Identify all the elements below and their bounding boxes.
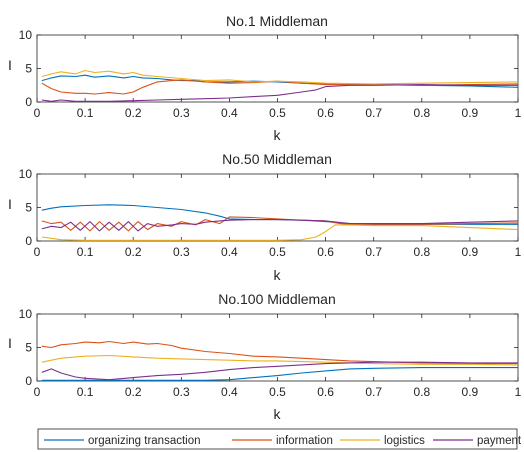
series-line-logistics — [41, 69, 519, 85]
x-tick-label: 1 — [515, 106, 522, 120]
x-tick-label: 0.4 — [221, 106, 238, 120]
legend-label-information: information — [276, 435, 333, 447]
series-line-organizing-transaction — [41, 367, 518, 381]
series-line-information — [41, 216, 519, 232]
panel-3-xlabel: k — [274, 406, 282, 422]
y-tick-label: 10 — [19, 307, 33, 321]
panel-no50-middleman: No.50 Middleman I 0 0.1 0.2 0.3 0.4 0.5 0.6 0.7… — [8, 151, 522, 283]
x-tick-label: 0 — [34, 385, 41, 399]
x-tick-label: 0.6 — [317, 245, 334, 259]
x-tick-label: 0.9 — [462, 106, 479, 120]
y-tick-label: 0 — [25, 234, 32, 248]
legend-label-organizing-transaction: organizing transaction — [88, 435, 201, 447]
y-tick-label: 5 — [25, 341, 32, 355]
x-tick-label: 1 — [515, 385, 522, 399]
x-tick-label: 1 — [515, 245, 522, 259]
x-tick-label: 0.7 — [365, 106, 382, 120]
panel-1-xlabel: k — [274, 127, 282, 143]
panel-no100-middleman: No.100 Middleman I 0 0.1 0.2 0.3 0.4 0.5 0.6 0.… — [8, 291, 522, 422]
x-tick-label: 0 — [34, 245, 41, 259]
y-tick-label: 0 — [25, 374, 32, 388]
panel-1-series-group — [41, 69, 519, 102]
x-tick-label: 0.8 — [413, 385, 430, 399]
y-tick-label: 5 — [25, 201, 32, 215]
legend-label-logistics: logistics — [384, 435, 425, 447]
legend-label-payment: payment — [477, 435, 522, 447]
legend-box — [37, 428, 518, 450]
panel-1-ylabel: I — [8, 57, 12, 73]
series-line-payment — [41, 361, 518, 381]
x-tick-label: 0.1 — [77, 245, 94, 259]
x-tick-label: 0.9 — [462, 245, 479, 259]
series-line-information — [41, 340, 518, 365]
panel-1-title: No.1 Middleman — [226, 13, 328, 29]
series-line-payment — [41, 219, 519, 232]
panel-2-xlabel: k — [274, 267, 282, 283]
panel-3-ylabel: I — [8, 335, 12, 351]
y-tick-label: 10 — [19, 167, 33, 181]
x-tick-label: 0.2 — [125, 106, 142, 120]
panel-2-axes-box — [36, 173, 519, 242]
panel-2-title: No.50 Middleman — [222, 151, 332, 167]
x-tick-label: 0.1 — [77, 385, 94, 399]
x-tick-label: 0.8 — [413, 106, 430, 120]
x-tick-label: 0.7 — [365, 245, 382, 259]
series-line-logistics — [41, 354, 519, 366]
x-tick-label: 0.7 — [365, 385, 382, 399]
x-tick-label: 0.2 — [125, 385, 142, 399]
x-tick-label: 0.3 — [173, 106, 190, 120]
x-tick-label: 0.3 — [173, 385, 190, 399]
x-tick-label: 0.6 — [317, 385, 334, 399]
x-tick-label: 0 — [34, 106, 41, 120]
legend: organizing transaction information logis… — [37, 428, 522, 450]
panel-3-axes-box — [36, 313, 519, 382]
x-tick-label: 0.4 — [221, 385, 238, 399]
y-tick-label: 0 — [25, 95, 32, 109]
x-tick-label: 0.4 — [221, 245, 238, 259]
x-tick-label: 0.3 — [173, 245, 190, 259]
panel-2-series-group — [41, 204, 519, 241]
series-line-information — [41, 79, 519, 95]
x-tick-label: 0.5 — [269, 106, 286, 120]
x-tick-label: 0.1 — [77, 106, 94, 120]
series-line-organizing-transaction — [41, 204, 518, 225]
y-tick-label: 5 — [25, 62, 32, 76]
x-tick-label: 0.6 — [317, 106, 334, 120]
series-line-logistics — [41, 224, 519, 241]
panel-1-axes-box — [36, 34, 519, 103]
panel-3-series-group — [41, 340, 519, 381]
x-tick-label: 0.8 — [413, 245, 430, 259]
panel-no1-middleman: No.1 Middleman I 0 0.1 0.2 0.3 0.4 0.5 0.6 0.7 0… — [8, 13, 522, 143]
panel-2-ylabel: I — [8, 196, 12, 212]
y-tick-label: 10 — [19, 28, 33, 42]
panel-3-title: No.100 Middleman — [218, 291, 336, 307]
series-line-payment — [41, 84, 518, 102]
x-tick-label: 0.9 — [462, 385, 479, 399]
x-tick-label: 0.2 — [125, 245, 142, 259]
x-tick-label: 0.5 — [269, 385, 286, 399]
x-tick-label: 0.5 — [269, 245, 286, 259]
